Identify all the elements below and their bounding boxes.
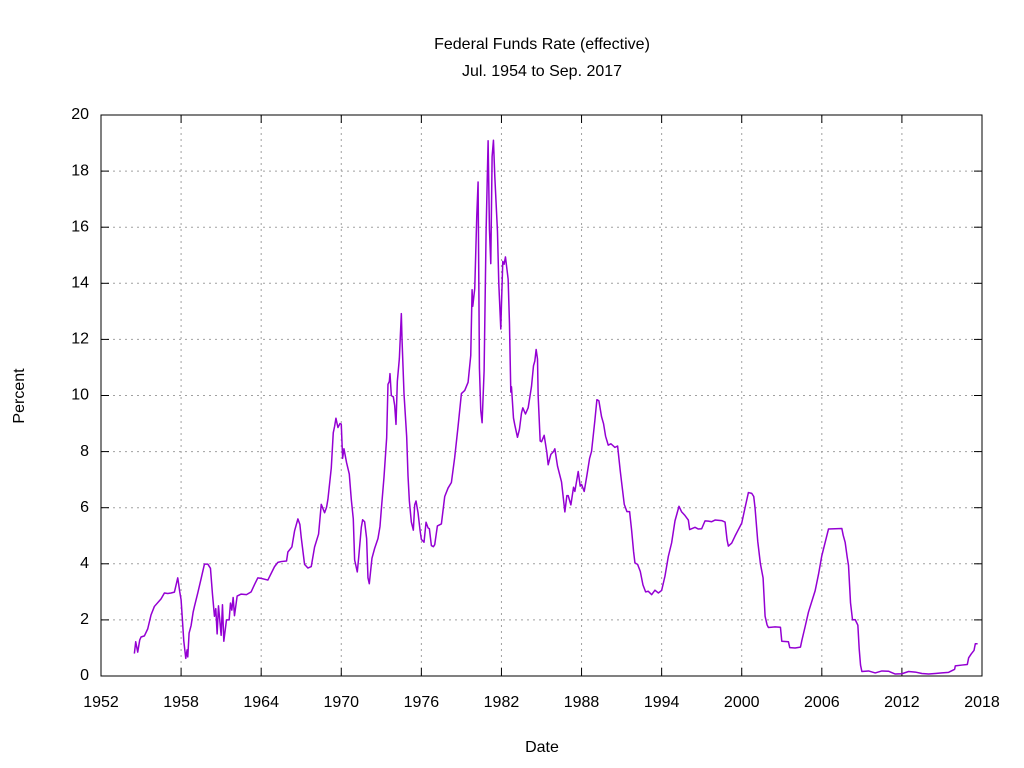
x-tick-label: 1952 bbox=[83, 694, 119, 711]
x-tick-label: 1964 bbox=[243, 694, 279, 711]
x-tick-label: 1976 bbox=[404, 694, 440, 711]
y-tick-label: 12 bbox=[71, 331, 89, 348]
y-tick-label: 10 bbox=[71, 387, 89, 404]
y-tick-label: 6 bbox=[80, 499, 89, 516]
y-tick-label: 18 bbox=[71, 162, 89, 179]
y-tick-label: 8 bbox=[80, 443, 89, 460]
x-tick-label: 2000 bbox=[724, 694, 760, 711]
y-tick-label: 4 bbox=[80, 555, 89, 572]
x-axis-label: Date bbox=[525, 739, 559, 756]
chart-subtitle: Jul. 1954 to Sep. 2017 bbox=[462, 63, 622, 80]
y-tick-label: 0 bbox=[80, 667, 89, 684]
x-tick-label: 2012 bbox=[884, 694, 920, 711]
x-tick-label: 2018 bbox=[964, 694, 1000, 711]
x-tick-label: 1988 bbox=[564, 694, 600, 711]
x-tick-label: 1958 bbox=[163, 694, 199, 711]
chart-title: Federal Funds Rate (effective) bbox=[434, 36, 650, 53]
y-axis-label: Percent bbox=[11, 368, 28, 424]
y-tick-label: 16 bbox=[71, 218, 89, 235]
x-tick-label: 1994 bbox=[644, 694, 680, 711]
y-tick-label: 2 bbox=[80, 611, 89, 628]
plot-border bbox=[100, 114, 983, 677]
x-tick-label: 1970 bbox=[323, 694, 359, 711]
x-tick-label: 1982 bbox=[484, 694, 520, 711]
y-tick-label: 20 bbox=[71, 106, 89, 123]
x-tick-label: 2006 bbox=[804, 694, 840, 711]
data-line bbox=[133, 139, 978, 675]
y-tick-label: 14 bbox=[71, 275, 89, 292]
